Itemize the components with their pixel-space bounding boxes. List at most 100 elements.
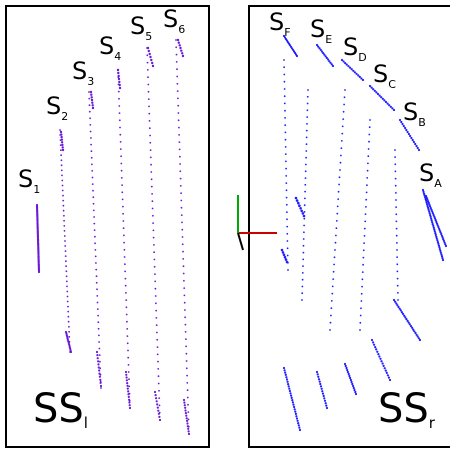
scan-point	[122, 227, 125, 230]
scan-point	[151, 193, 154, 195]
scan-point	[98, 375, 101, 378]
scan-point	[283, 66, 285, 69]
scan-point	[187, 430, 190, 433]
scan-point	[150, 178, 153, 181]
scan-point	[120, 162, 123, 165]
scan-point	[321, 392, 325, 395]
scan-point	[428, 203, 431, 206]
scan-point	[408, 323, 411, 326]
scan-point	[330, 300, 333, 302]
scan-point	[395, 206, 397, 209]
scan-point	[63, 214, 65, 217]
scan-point	[125, 313, 128, 316]
scan-point	[347, 65, 350, 68]
scan-point	[337, 190, 340, 193]
scan-point	[185, 338, 187, 340]
scan-point	[61, 143, 64, 147]
scan-point	[333, 256, 336, 259]
scan-point	[93, 229, 96, 232]
scan-point	[181, 243, 184, 246]
scan-point	[361, 78, 365, 82]
scan-point	[426, 198, 429, 201]
scan-point	[394, 184, 397, 187]
scan-point	[341, 125, 344, 128]
scan-point	[148, 112, 151, 115]
scan-point	[388, 104, 391, 107]
scan-point	[363, 242, 365, 245]
scan-point	[65, 275, 68, 278]
scan-point	[303, 224, 305, 227]
scan-point	[285, 167, 287, 170]
scan-point	[304, 183, 307, 186]
scan-point	[153, 258, 156, 261]
scan-point	[186, 425, 189, 428]
scan-point	[285, 189, 288, 192]
scan-point	[99, 384, 103, 388]
scan-point	[422, 190, 425, 193]
scan-point	[146, 61, 149, 64]
scan-point	[117, 90, 120, 93]
scan-point	[91, 101, 94, 104]
scan-point	[127, 371, 130, 373]
scan-point	[118, 80, 121, 84]
scan-point	[305, 136, 308, 139]
scan-point	[284, 146, 287, 148]
scan-point	[427, 201, 430, 204]
scan-point	[386, 374, 389, 377]
scan-point	[177, 97, 179, 100]
scan-point	[439, 251, 442, 254]
scan-point	[127, 393, 130, 396]
right-label-sd: SD	[343, 33, 367, 64]
scan-point	[150, 185, 153, 188]
scan-point	[322, 52, 325, 55]
scan-point	[187, 411, 190, 413]
scan-point	[179, 155, 181, 158]
scan-point	[286, 380, 289, 383]
scan-point	[61, 174, 63, 177]
scan-point	[118, 119, 121, 122]
scan-point	[67, 310, 70, 313]
scan-point	[440, 255, 444, 258]
scan-point	[363, 227, 366, 230]
scan-point	[396, 304, 399, 307]
scan-point	[427, 200, 430, 203]
scan-point	[184, 409, 187, 412]
scan-point	[125, 379, 128, 382]
scan-point	[349, 378, 352, 382]
scan-point	[149, 141, 152, 144]
scan-point	[176, 75, 179, 78]
scan-point	[67, 320, 70, 323]
scan-point	[285, 175, 288, 177]
scan-point	[349, 66, 352, 69]
scan-point	[187, 427, 190, 430]
scan-point	[332, 270, 335, 273]
scan-point	[119, 141, 122, 143]
scan-point	[396, 256, 398, 258]
scan-point	[65, 280, 68, 283]
scan-point	[59, 129, 61, 131]
scan-point	[182, 250, 184, 253]
scan-point	[98, 354, 101, 356]
scan-point	[156, 406, 159, 409]
scan-point	[183, 294, 186, 297]
scan-point	[66, 285, 68, 288]
scan-point	[344, 89, 346, 91]
scan-point	[319, 385, 323, 388]
scan-point	[118, 97, 120, 100]
scan-point	[155, 397, 158, 400]
scan-point	[148, 127, 151, 130]
scan-point	[126, 335, 129, 337]
scan-point	[285, 39, 289, 42]
scan-point	[425, 196, 428, 199]
scan-point	[339, 169, 341, 171]
scan-point	[151, 64, 155, 68]
scan-point	[147, 98, 150, 100]
scan-point	[331, 285, 334, 288]
scan-point	[400, 311, 403, 314]
scan-point	[118, 105, 121, 107]
scan-point	[151, 200, 154, 203]
scan-point	[185, 414, 188, 417]
scan-point	[426, 203, 429, 206]
scan-point	[68, 325, 70, 328]
scan-point	[302, 265, 304, 267]
